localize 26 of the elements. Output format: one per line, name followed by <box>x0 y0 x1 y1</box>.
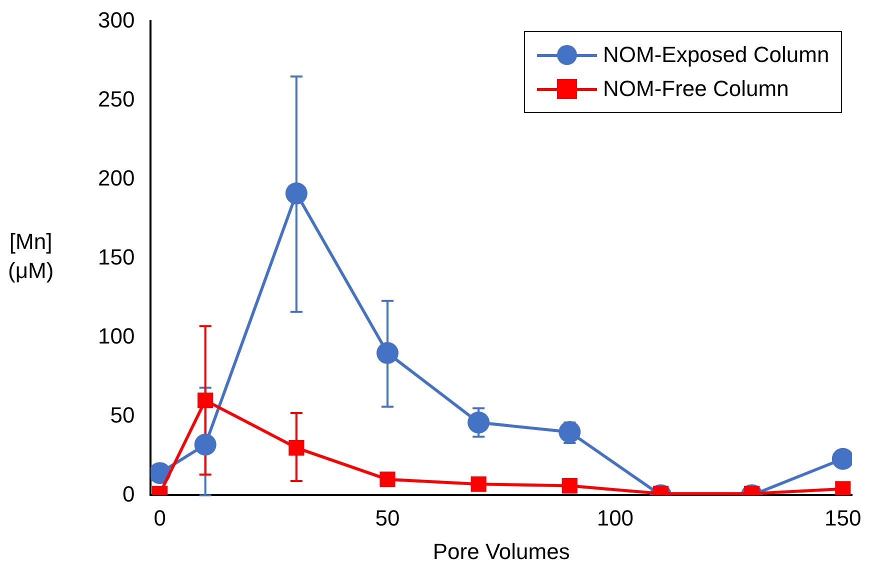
point <box>380 472 396 488</box>
point <box>198 392 214 408</box>
y-tick-label: 200 <box>98 165 135 190</box>
y-tick-label: 0 <box>122 481 135 506</box>
x-tick-label: 0 <box>154 505 166 530</box>
point <box>468 412 490 434</box>
point <box>562 478 578 494</box>
legend-label: NOM-Free Column <box>603 76 789 102</box>
x-tick-label: 100 <box>596 505 634 530</box>
y-axis-title: [Mn] (μM) <box>8 228 54 285</box>
y-tick-label: 300 <box>98 7 135 32</box>
y-tick-label: 100 <box>98 323 135 348</box>
point <box>285 182 308 204</box>
point <box>558 421 581 443</box>
point <box>835 481 851 496</box>
x-axis-title: Pore Volumes <box>432 538 570 564</box>
x-tick-label: 50 <box>375 505 400 530</box>
y-tick-label: 150 <box>98 244 135 270</box>
legend-label: NOM-Exposed Column <box>603 42 830 68</box>
y-tick-label: 250 <box>98 86 135 112</box>
point <box>194 434 216 456</box>
point <box>288 440 304 456</box>
x-tick-label: 150 <box>824 505 862 530</box>
point <box>470 476 486 492</box>
point <box>376 342 399 364</box>
y-tick-label: 50 <box>110 402 135 428</box>
